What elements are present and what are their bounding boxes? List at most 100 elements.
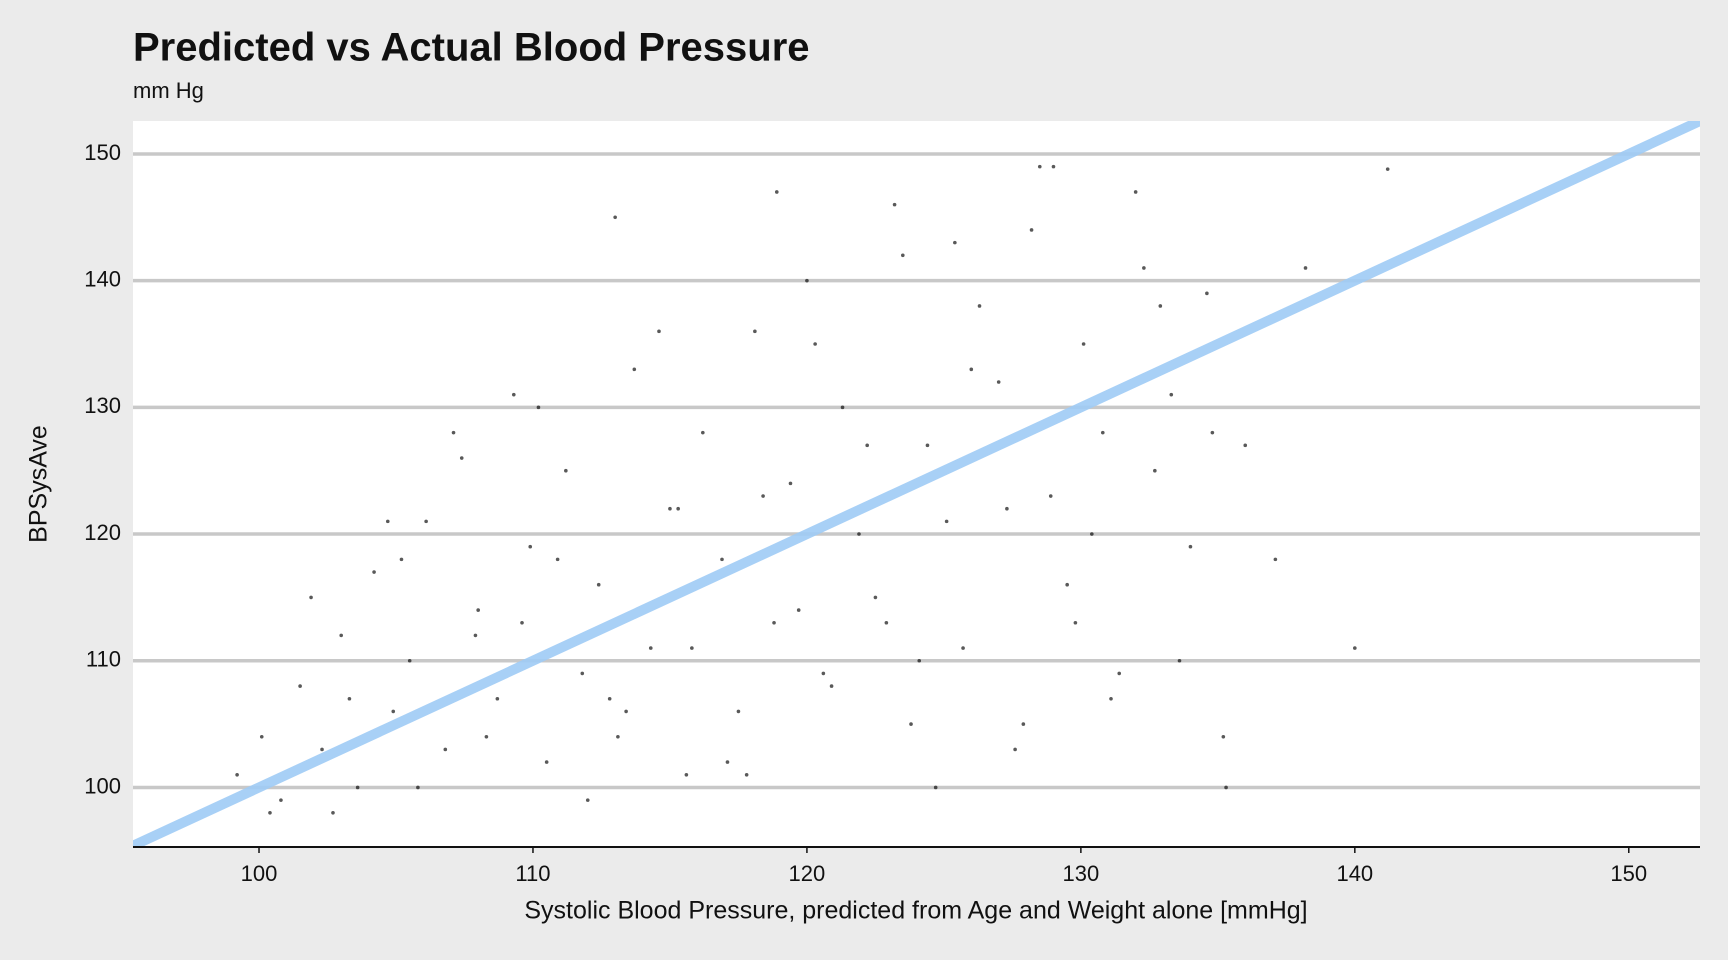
- point: [933, 785, 938, 790]
- point: [901, 253, 905, 258]
- point: [495, 696, 500, 701]
- x-tick-label: 120: [789, 861, 826, 886]
- point: [1273, 557, 1278, 562]
- point: [580, 671, 585, 676]
- point: [484, 734, 489, 739]
- point: [372, 570, 376, 574]
- x-tick-label: 110: [515, 861, 550, 886]
- x-tick-label: 140: [1336, 861, 1373, 886]
- point: [788, 481, 793, 486]
- point: [564, 468, 568, 473]
- point: [451, 430, 456, 435]
- point: [772, 620, 776, 625]
- point: [607, 696, 612, 701]
- y-tick-label: 140: [84, 266, 121, 291]
- point: [774, 190, 779, 194]
- point: [528, 544, 533, 549]
- x-tick-label: 130: [1063, 861, 1100, 886]
- point: [917, 658, 922, 663]
- point: [511, 392, 516, 397]
- point: [544, 760, 549, 764]
- point: [1100, 430, 1105, 435]
- point: [969, 367, 974, 372]
- point: [753, 329, 757, 334]
- point: [1065, 582, 1069, 587]
- point: [892, 202, 897, 207]
- point: [443, 747, 448, 752]
- point: [279, 798, 283, 802]
- point: [953, 240, 957, 245]
- point: [961, 646, 965, 650]
- x-tick-label: 100: [241, 861, 278, 886]
- y-tick-label: 120: [84, 520, 121, 545]
- point: [1029, 228, 1034, 232]
- point: [1188, 544, 1193, 549]
- point: [347, 696, 352, 701]
- point: [235, 772, 239, 777]
- point: [1177, 658, 1182, 663]
- point: [884, 620, 889, 625]
- x-axis-label: Systolic Blood Pressure, predicted from …: [524, 897, 1307, 925]
- point: [857, 532, 861, 536]
- point: [720, 557, 724, 562]
- point: [613, 215, 617, 220]
- y-tick-label: 100: [84, 773, 121, 798]
- point: [476, 608, 480, 612]
- point: [1224, 785, 1228, 790]
- point: [1109, 696, 1113, 701]
- point: [385, 519, 390, 524]
- point: [1037, 164, 1042, 169]
- point: [1090, 532, 1094, 536]
- point: [339, 633, 344, 638]
- point: [925, 443, 930, 448]
- point: [355, 785, 360, 790]
- x-tick-label: 150: [1610, 861, 1647, 886]
- point: [690, 646, 694, 650]
- point: [1210, 430, 1215, 435]
- point: [944, 519, 949, 524]
- y-axis-label: BPSysAve: [25, 425, 53, 543]
- point: [632, 367, 637, 372]
- point: [873, 595, 878, 600]
- point: [520, 620, 524, 625]
- point: [259, 734, 264, 739]
- point: [744, 772, 749, 777]
- point: [1385, 167, 1390, 171]
- reference-line: [133, 121, 1700, 847]
- point: [829, 684, 834, 688]
- point: [1013, 747, 1017, 752]
- point: [1221, 734, 1226, 739]
- point: [320, 747, 324, 752]
- point: [684, 772, 689, 777]
- point: [473, 633, 478, 638]
- point: [1081, 342, 1086, 346]
- point: [701, 430, 705, 435]
- point: [1133, 190, 1138, 194]
- point: [676, 506, 680, 511]
- point: [1048, 494, 1053, 498]
- point: [1303, 266, 1308, 270]
- point: [407, 658, 412, 663]
- point: [459, 456, 464, 460]
- point: [648, 646, 653, 650]
- point: [624, 709, 628, 714]
- y-tick-label: 130: [84, 393, 121, 418]
- point: [1117, 671, 1122, 676]
- point: [555, 557, 560, 562]
- y-tick-label: 110: [86, 647, 121, 672]
- point: [399, 557, 404, 562]
- point: [796, 608, 801, 612]
- point: [536, 405, 541, 410]
- point: [821, 671, 826, 676]
- point: [668, 506, 672, 511]
- point: [736, 709, 741, 714]
- point: [1353, 646, 1357, 650]
- point: [416, 785, 420, 790]
- point: [1158, 304, 1163, 308]
- chart-subtitle: mm Hg: [133, 78, 204, 103]
- point: [585, 798, 590, 802]
- point: [309, 595, 313, 600]
- point: [1243, 443, 1248, 448]
- point: [424, 519, 428, 524]
- point: [840, 405, 845, 410]
